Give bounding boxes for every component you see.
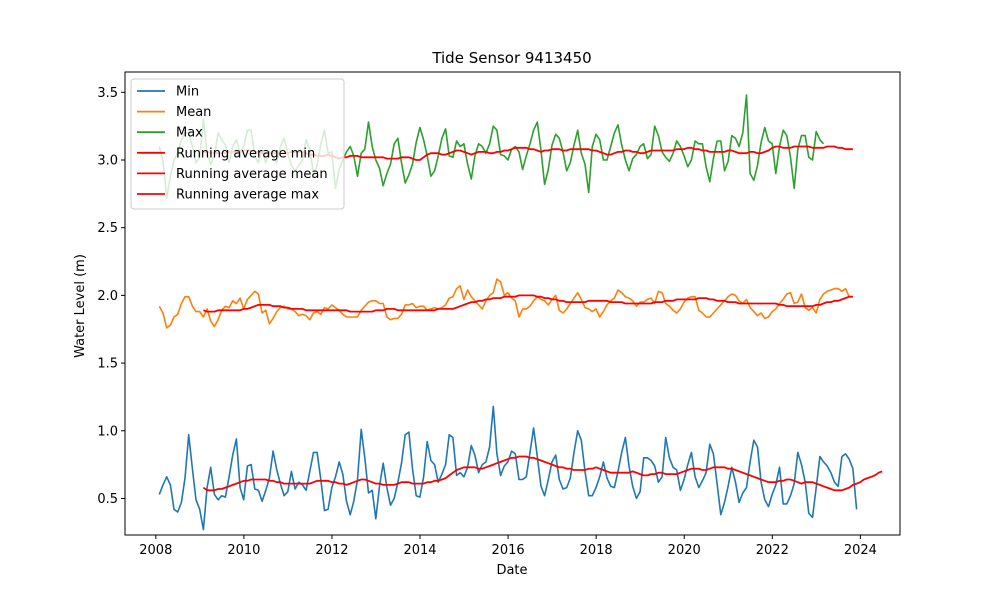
- x-tick-label: 2024: [844, 543, 877, 558]
- plot-area: [124, 71, 901, 536]
- x-tick-label: 2022: [756, 543, 789, 558]
- series-line-min: [158, 405, 858, 531]
- y-tick-label: 1.0: [97, 424, 118, 439]
- x-tick-label: 2012: [315, 543, 348, 558]
- y-tick-label: 2.0: [97, 289, 118, 304]
- x-axis-label: Date: [496, 563, 527, 578]
- legend-entry-label: Running average mean: [176, 167, 328, 182]
- legend-box: [130, 78, 345, 210]
- y-axis-label: Water Level (m): [73, 254, 88, 358]
- series-line-running-average-min: [202, 455, 883, 492]
- series-line-running-average-mean: [203, 294, 853, 313]
- legend-entry-label: Max: [176, 126, 203, 141]
- series-line-mean: [158, 278, 850, 329]
- chart-title: Tide Sensor 9413450: [431, 49, 591, 67]
- legend-entry-label: Running average max: [176, 188, 319, 203]
- legend-entry-label: Mean: [176, 105, 211, 120]
- x-tick-label: 2008: [139, 543, 172, 558]
- legend: Min Mean Max Running average min Running ave…: [130, 78, 345, 210]
- x-tick-label: 2018: [580, 543, 613, 558]
- y-tick-label: 0.5: [97, 492, 118, 507]
- axes-layer: 2008 2010 2012 2014 2016 2018 2020 2022 2024 0.5 1…: [97, 86, 877, 558]
- legend-entry-label: Min: [176, 85, 199, 100]
- x-tick-label: 2016: [492, 543, 525, 558]
- x-tick-label: 2014: [403, 543, 436, 558]
- x-tick-label: 2010: [227, 543, 260, 558]
- x-tick-label: 2020: [668, 543, 701, 558]
- y-tick-label: 2.5: [97, 221, 118, 236]
- y-tick-label: 3.0: [97, 153, 118, 168]
- legend-entry-label: Running average min: [176, 146, 315, 161]
- y-tick-label: 1.5: [97, 357, 118, 372]
- y-tick-label: 3.5: [97, 86, 118, 101]
